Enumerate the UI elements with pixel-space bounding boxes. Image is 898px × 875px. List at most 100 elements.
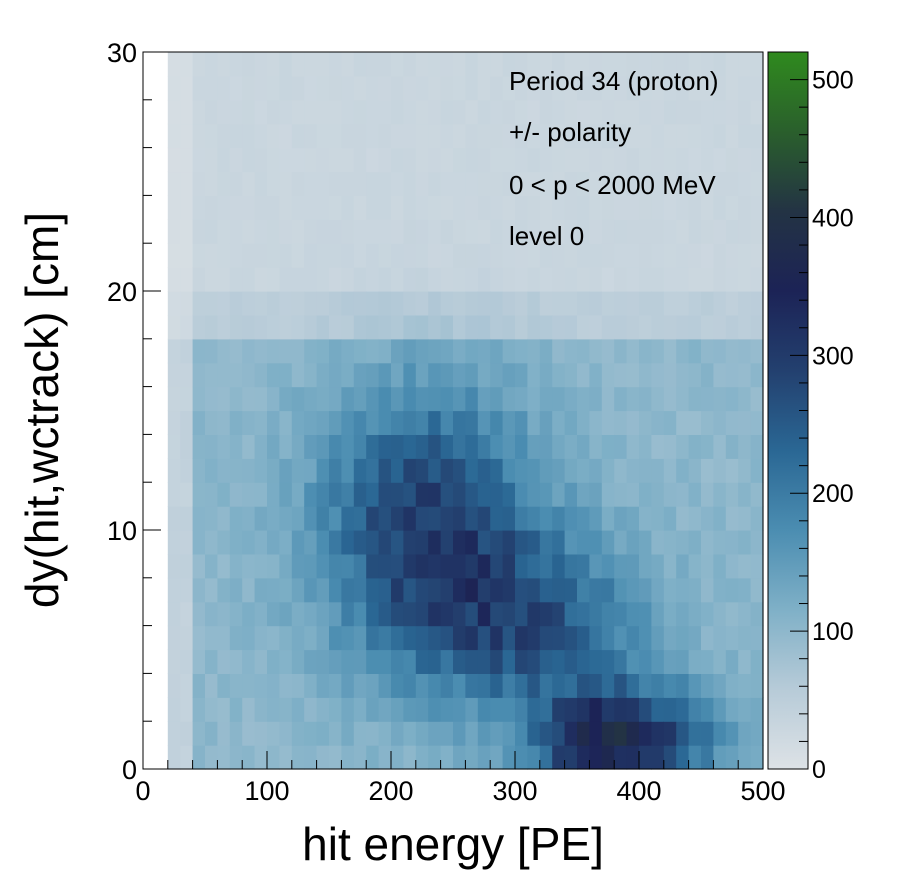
heatmap-cell [229, 171, 243, 196]
heatmap-cell [291, 482, 305, 507]
heatmap-cell [329, 338, 342, 364]
heatmap-cell [614, 386, 628, 412]
heatmap-cell [738, 601, 752, 627]
heatmap-cell [180, 195, 194, 220]
heatmap-cell [353, 601, 367, 627]
heatmap-cell [291, 577, 305, 603]
heatmap-cell [589, 171, 603, 196]
heatmap-cell [353, 649, 367, 674]
heatmap-cell [614, 649, 628, 674]
heatmap-cell [750, 482, 764, 507]
heatmap-cell [167, 52, 181, 77]
heatmap-cell [589, 745, 603, 770]
heatmap-cell [205, 99, 218, 125]
heatmap-cell [366, 506, 380, 531]
heatmap-cell [415, 386, 429, 412]
heatmap-cell [329, 697, 342, 722]
heatmap-cell [676, 530, 690, 555]
heatmap-cell [589, 291, 603, 316]
colorbar-tick-label: 300 [812, 342, 854, 370]
heatmap-cell [527, 649, 541, 674]
y-tick-label: 0 [122, 755, 137, 785]
heatmap-cell [577, 291, 590, 316]
heatmap-cell [663, 410, 677, 435]
heatmap-cell [453, 434, 466, 459]
heatmap-cell [713, 147, 727, 173]
heatmap-cell [639, 577, 652, 603]
heatmap-cell [589, 410, 603, 435]
heatmap-cell [564, 673, 578, 698]
heatmap-cell [564, 745, 578, 770]
heatmap-cell [552, 338, 566, 364]
heatmap-cell [329, 721, 342, 746]
heatmap-cell [564, 267, 578, 292]
heatmap-cell [391, 75, 404, 101]
heatmap-cell [738, 338, 752, 364]
heatmap-cell [167, 386, 181, 412]
heatmap-cell [614, 577, 628, 603]
heatmap-cell [515, 338, 528, 364]
heatmap-cell [490, 291, 504, 316]
heatmap-cell [378, 673, 392, 698]
heatmap-cell [490, 219, 504, 244]
heatmap-cell [353, 577, 367, 603]
heatmap-cell [316, 577, 330, 603]
heatmap-cell [527, 52, 541, 77]
heatmap-cell [378, 649, 392, 674]
heatmap-cell [639, 649, 652, 674]
heatmap-cell [217, 410, 231, 435]
heatmap-cell [428, 386, 442, 412]
heatmap-cell [291, 219, 305, 244]
heatmap-cell [589, 458, 603, 483]
heatmap-cell [614, 553, 628, 579]
heatmap-cell [601, 338, 615, 364]
y-axis-ticks: 0 10 20 30 [107, 38, 161, 785]
heatmap-cell [601, 410, 615, 435]
heatmap-cell [465, 625, 479, 651]
heatmap-cell [254, 99, 268, 125]
heatmap-cell [688, 338, 702, 364]
heatmap-cell [167, 482, 181, 507]
heatmap-cell [403, 458, 417, 483]
heatmap-cell [676, 458, 690, 483]
heatmap-cell [415, 458, 429, 483]
heatmap-cell [701, 601, 714, 627]
heatmap-cell [415, 171, 429, 196]
heatmap-cell [676, 506, 690, 531]
heatmap-cell [242, 52, 256, 77]
heatmap-cell [440, 338, 454, 364]
heatmap-cell [217, 386, 231, 412]
heatmap-cell [477, 99, 491, 125]
heatmap-cell [329, 123, 342, 149]
colorbar-tick-label: 400 [812, 204, 854, 232]
heatmap-cell [353, 482, 367, 507]
heatmap-cell [626, 721, 640, 746]
heatmap-cell [267, 314, 280, 340]
heatmap-cell [341, 147, 355, 173]
heatmap-cell [539, 553, 553, 579]
heatmap-cell [192, 482, 206, 507]
heatmap-cell [651, 482, 665, 507]
heatmap-cell [378, 99, 392, 125]
heatmap-cell [415, 243, 429, 268]
heatmap-cell [205, 219, 218, 244]
heatmap-cell [329, 267, 342, 292]
heatmap-cell [725, 458, 739, 483]
heatmap-cell [267, 99, 280, 125]
heatmap-cell [552, 267, 566, 292]
heatmap-cell [651, 243, 665, 268]
heatmap-cell [725, 219, 739, 244]
heatmap-cell [713, 721, 727, 746]
heatmap-cell [316, 147, 330, 173]
heatmap-cell [279, 506, 293, 531]
heatmap-cell [738, 434, 752, 459]
heatmap-cell [539, 625, 553, 651]
heatmap-cell [217, 171, 231, 196]
heatmap-cell [651, 721, 665, 746]
heatmap-cell [552, 482, 566, 507]
heatmap-cell [329, 219, 342, 244]
heatmap-cell [217, 697, 231, 722]
heatmap-cell [738, 52, 752, 77]
heatmap-cell [577, 458, 590, 483]
heatmap-cell [205, 530, 218, 555]
